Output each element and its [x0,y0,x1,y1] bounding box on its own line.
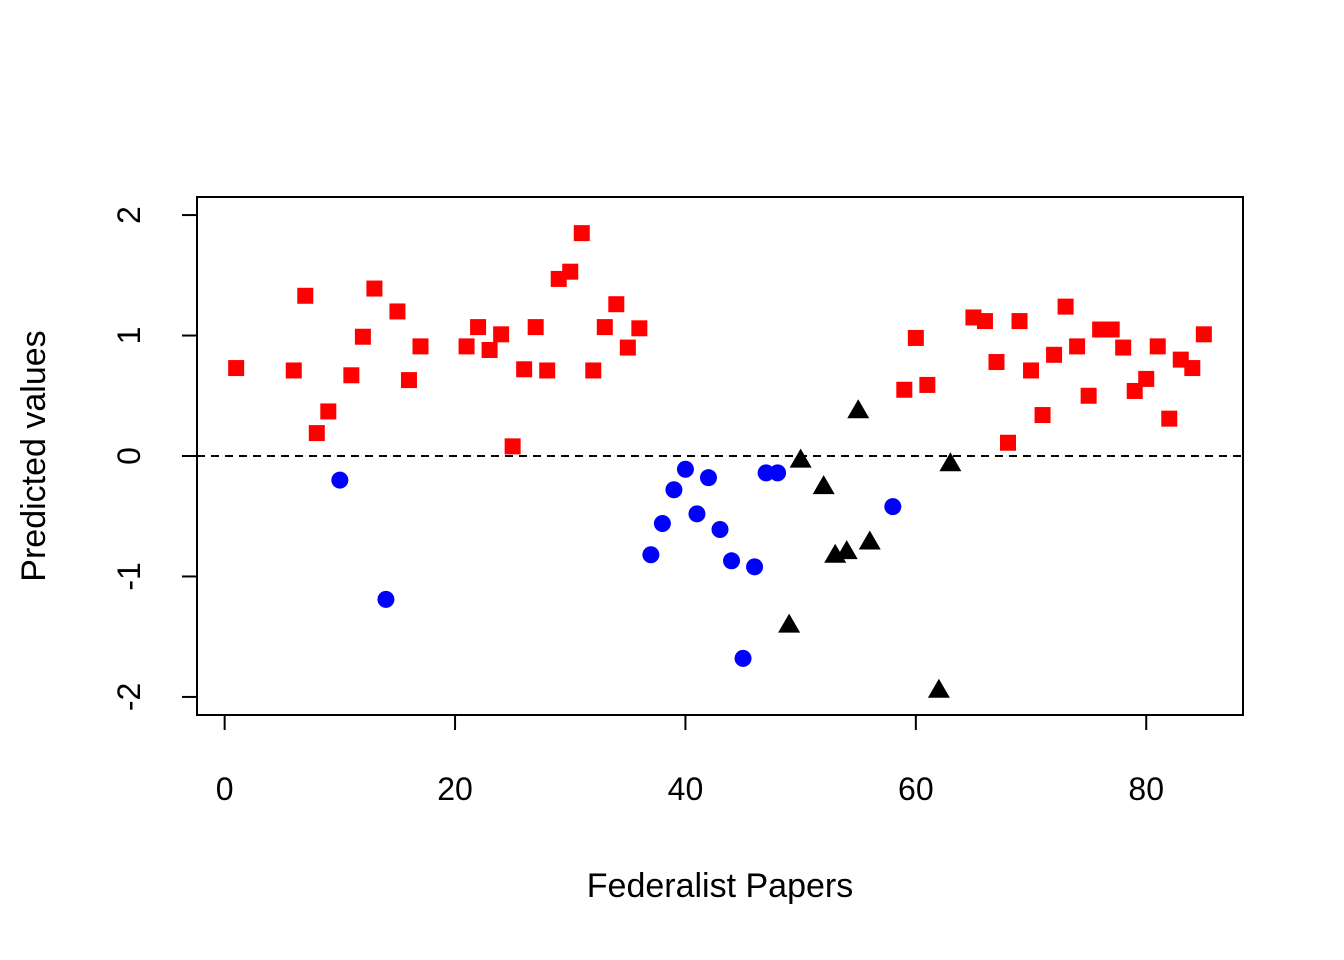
square-point [1046,346,1063,363]
triangle-point [835,540,858,560]
square-point [320,403,337,420]
circle-point [653,514,671,532]
x-tick-label: 0 [216,771,234,807]
square-point [1195,326,1212,343]
x-tick-label: 40 [668,771,704,807]
square-point [1034,407,1051,424]
x-axis: 0 20 40 60 80 [216,715,1164,807]
triangle-point [847,399,870,419]
square-point [493,326,510,343]
circle-point [377,590,395,608]
square-point [631,320,648,337]
square-point [919,376,936,393]
square-point [285,362,302,379]
square-point [573,225,590,242]
triangle-point [778,613,801,633]
square-point [988,354,1005,371]
square-point [976,313,993,330]
square-point [1103,321,1120,338]
square-point [354,328,371,345]
circle-point [746,558,764,576]
square-point [389,303,406,320]
y-tick-label: -1 [111,562,147,590]
square-point [999,434,1016,451]
square-point [907,329,924,346]
circle-point [676,460,694,478]
circle-point [884,498,902,516]
y-tick-label: -2 [111,683,147,711]
square-point [1161,410,1178,427]
square-point [896,381,913,398]
x-tick-label: 80 [1128,771,1164,807]
square-point [608,296,625,313]
square-point [343,367,360,384]
square-point [1184,360,1201,377]
square-point [504,438,521,455]
square-point [412,338,429,355]
square-point [470,319,487,336]
square-point [1080,387,1097,404]
square-point [308,425,325,442]
triangle-point [939,452,962,472]
circle-point [331,471,349,489]
circle-point [688,505,706,523]
x-tick-label: 20 [437,771,473,807]
square-point [1149,338,1166,355]
y-axis: -2 -1 0 1 2 [111,206,197,711]
square-point [1138,370,1155,387]
square-point [562,263,579,280]
square-series [228,225,1212,455]
data-points-layer [228,225,1212,698]
y-axis-title: Predicted values [15,330,53,581]
square-point [458,338,475,355]
circle-point [769,464,787,482]
square-point [596,319,613,336]
x-axis-title: Federalist Papers [587,867,853,905]
square-point [619,339,636,356]
square-point [1023,362,1040,379]
square-point [400,372,417,389]
triangle-point [789,448,812,468]
square-point [527,319,544,336]
square-point [1069,338,1086,355]
square-point [539,362,556,379]
square-point [1126,382,1143,399]
circle-point [665,481,683,499]
y-tick-label: 0 [111,447,147,465]
y-tick-label: 1 [111,327,147,345]
triangle-point [812,475,835,495]
square-point [1115,339,1132,356]
circle-point [723,552,741,570]
square-point [297,287,314,304]
circle-point [734,649,752,667]
circle-series [331,460,902,667]
square-point [366,280,383,297]
circle-point [711,520,729,538]
triangle-series [778,399,962,698]
square-point [228,360,245,377]
square-point [1011,313,1028,330]
square-point [1057,298,1074,315]
square-point [516,361,533,378]
x-tick-label: 60 [898,771,934,807]
square-point [585,362,602,379]
triangle-point [858,530,881,550]
circle-point [699,469,717,487]
triangle-point [927,678,950,698]
y-tick-label: 2 [111,206,147,224]
circle-point [642,546,660,564]
square-point [481,341,498,358]
